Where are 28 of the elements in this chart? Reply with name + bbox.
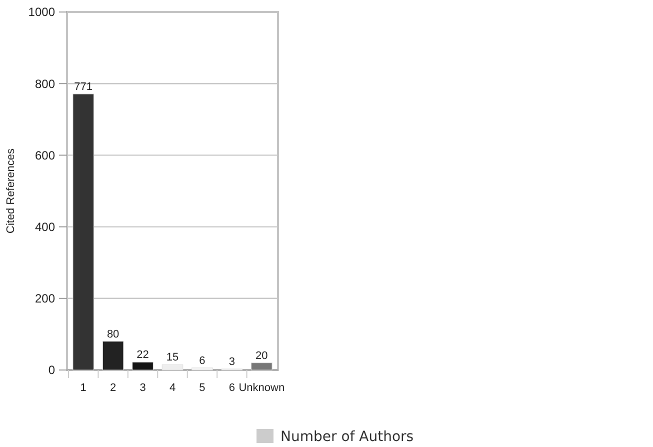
- data-label: 22: [136, 349, 149, 362]
- data-label: 3: [228, 356, 235, 368]
- x-tick-label: 1: [80, 382, 86, 394]
- bar: [162, 364, 184, 370]
- bar: [102, 341, 124, 370]
- y-tick-label: 400: [34, 220, 56, 234]
- x-tick-label: 3: [140, 382, 146, 394]
- x-tick-label: 4: [169, 382, 176, 394]
- x-axis-title: Number of Authors: [280, 428, 414, 445]
- data-label: 20: [256, 350, 268, 362]
- y-tick-label: 1000: [28, 5, 56, 20]
- bar: [132, 362, 154, 370]
- bar: [72, 94, 94, 370]
- data-label: 80: [106, 328, 120, 340]
- y-tick-label: 800: [34, 76, 56, 91]
- x-tick-label: Unknown: [238, 382, 285, 394]
- bar: [192, 368, 213, 370]
- y-tick-label: 0: [48, 363, 56, 378]
- bar: [251, 362, 272, 370]
- x-tick-label: 6: [228, 382, 235, 394]
- y-axis-title: Cited References: [5, 148, 17, 234]
- x-tick-label: 2: [110, 382, 116, 394]
- y-tick-label: 600: [34, 148, 56, 162]
- y-tick-label: 200: [34, 292, 56, 306]
- data-label: 6: [199, 354, 206, 367]
- data-label: 15: [166, 352, 179, 364]
- x-tick-label: 5: [199, 382, 206, 394]
- data-label: 771: [74, 80, 93, 93]
